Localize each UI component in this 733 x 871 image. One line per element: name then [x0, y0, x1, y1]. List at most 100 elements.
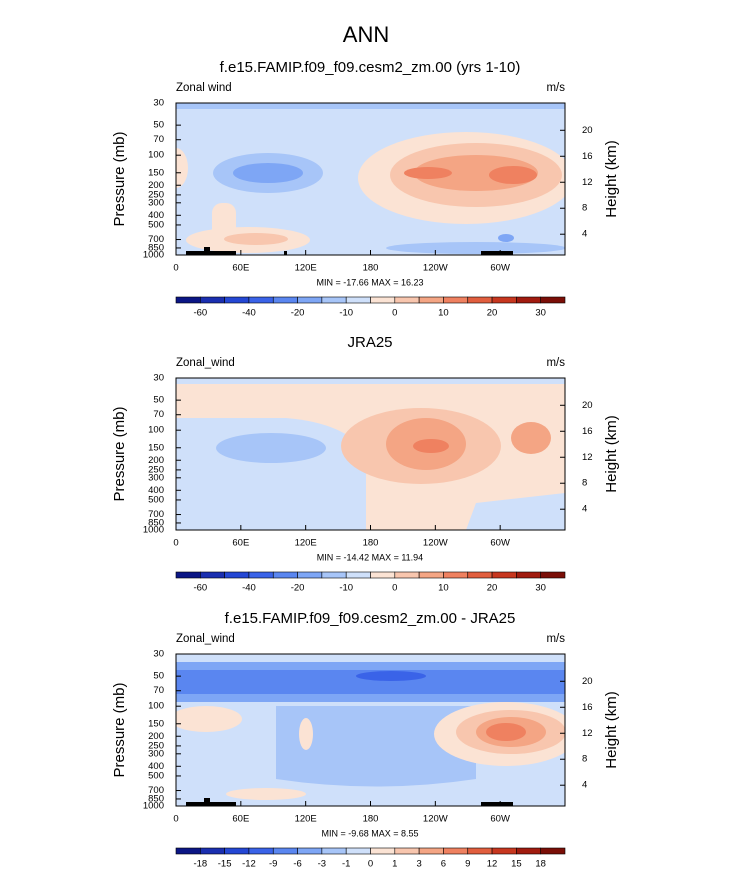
x-tick-label: 0	[173, 263, 178, 274]
colorbar-box	[516, 296, 541, 304]
y-tick-label: 1000	[143, 525, 164, 536]
colorbar-box	[175, 296, 201, 304]
colorbar-label: 18	[535, 859, 546, 870]
colorbar-label: -3	[318, 859, 326, 870]
colorbar-label: -1	[342, 859, 350, 870]
y2-tick-label: 16	[582, 151, 593, 162]
colorbar-box	[297, 296, 323, 304]
y-tick-label: 250	[148, 464, 164, 475]
colorbar-label: -10	[339, 583, 353, 594]
y-tick-label: 300	[148, 197, 164, 208]
y-axis-label: Pressure (mb)	[111, 131, 128, 226]
y-tick-label: 100	[148, 701, 164, 712]
colorbar-box	[394, 847, 420, 855]
colorbar-box	[200, 296, 225, 304]
colorbar-box	[491, 847, 517, 855]
y-tick-label: 400	[148, 485, 164, 496]
y-tick-label: 500	[148, 219, 164, 230]
colorbar-box	[443, 847, 469, 855]
colorbar-box	[540, 571, 566, 579]
x-tick-label: 120E	[295, 538, 317, 549]
colorbar-label: -40	[242, 308, 256, 319]
colorbar-box	[248, 296, 274, 304]
left-label: Zonal_wind	[176, 633, 235, 645]
colorbar-label: 3	[416, 859, 421, 870]
y2-axis-label: Height (km)	[603, 691, 620, 769]
colorbar-label: 20	[487, 308, 498, 319]
colorbar-box	[321, 296, 347, 304]
y-tick-label: 250	[148, 740, 164, 751]
x-tick-label: 60W	[490, 814, 510, 825]
y2-axis-label: Height (km)	[603, 140, 620, 218]
colorbar-box	[370, 571, 396, 579]
y2-tick-label: 4	[582, 229, 587, 240]
right-label: m/s	[546, 633, 565, 645]
colorbar-label: -20	[291, 583, 305, 594]
colorbar-label: -18	[193, 859, 207, 870]
colorbar-box	[443, 296, 469, 304]
y-tick-label: 400	[148, 210, 164, 221]
y-tick-label: 70	[153, 409, 164, 420]
contour-field	[176, 103, 565, 255]
left-label: Zonal wind	[176, 82, 232, 94]
y-tick-label: 1000	[143, 250, 164, 261]
contour-field	[176, 654, 565, 806]
colorbar-box	[175, 847, 201, 855]
colorbar-box	[345, 571, 371, 579]
x-tick-label: 60E	[232, 814, 249, 825]
colorbar-label: 1	[392, 859, 397, 870]
colorbar-box	[272, 571, 298, 579]
colorbar-box	[394, 296, 420, 304]
colorbar-box	[394, 571, 420, 579]
colorbar-label: 10	[438, 583, 449, 594]
y-tick-label: 200	[148, 180, 164, 191]
colorbar-box	[248, 847, 274, 855]
colorbar-box	[248, 571, 274, 579]
colorbar-box	[345, 296, 371, 304]
colorbar-box	[297, 571, 323, 579]
y2-tick-label: 12	[582, 728, 593, 739]
colorbar-label: -12	[242, 859, 256, 870]
colorbar-box	[224, 296, 250, 304]
colorbar-box	[467, 571, 493, 579]
y2-tick-label: 16	[582, 702, 593, 713]
colorbar-box	[467, 847, 493, 855]
x-tick-label: 180	[363, 538, 379, 549]
colorbar-box	[491, 571, 517, 579]
colorbar-box	[418, 571, 444, 579]
left-label: Zonal_wind	[176, 357, 235, 369]
colorbar-box	[321, 571, 347, 579]
colorbar-label: -9	[269, 859, 277, 870]
y-tick-label: 250	[148, 189, 164, 200]
colorbar-label: 6	[441, 859, 446, 870]
x-tick-label: 180	[363, 814, 379, 825]
colorbar-box	[200, 847, 225, 855]
colorbar-box	[540, 847, 566, 855]
x-tick-label: 120E	[295, 263, 317, 274]
x-tick-label: 0	[173, 814, 178, 825]
y-tick-label: 100	[148, 150, 164, 161]
y2-tick-label: 8	[582, 754, 587, 765]
colorbar-label: -60	[193, 583, 207, 594]
y2-tick-label: 20	[582, 676, 593, 687]
colorbar-box	[297, 847, 323, 855]
colorbar-box	[224, 847, 250, 855]
colorbar-label: -60	[193, 308, 207, 319]
y-tick-label: 850	[148, 517, 164, 528]
panel-title: f.e15.FAMIP.f09_f09.cesm2_zm.00 - JRA25	[225, 610, 516, 627]
colorbar-box	[272, 296, 298, 304]
right-label: m/s	[546, 357, 565, 369]
y-tick-label: 150	[148, 442, 164, 453]
y2-tick-label: 12	[582, 452, 593, 463]
y-tick-label: 100	[148, 425, 164, 436]
x-tick-label: 60W	[490, 263, 510, 274]
y2-tick-label: 4	[582, 780, 587, 791]
y-tick-label: 300	[148, 748, 164, 759]
y2-tick-label: 20	[582, 125, 593, 136]
x-tick-label: 120W	[423, 538, 448, 549]
x-tick-label: 180	[363, 263, 379, 274]
x-tick-label: 60E	[232, 263, 249, 274]
right-label: m/s	[546, 82, 565, 94]
colorbar-label: 0	[368, 859, 373, 870]
